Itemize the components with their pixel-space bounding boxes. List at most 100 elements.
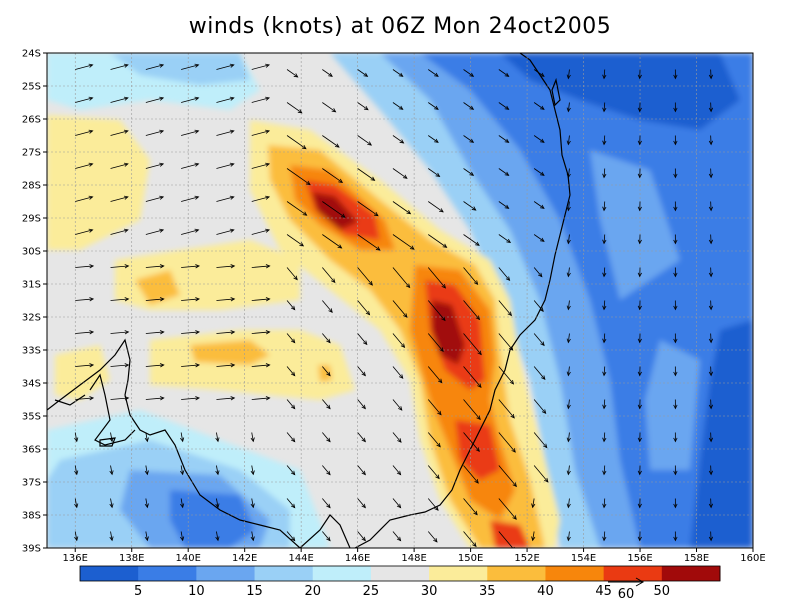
wind-vector-head xyxy=(434,506,439,511)
wind-vector-shaft xyxy=(498,432,516,453)
contour-band xyxy=(110,53,250,85)
wind-vector-head xyxy=(265,330,271,335)
wind-vector-head xyxy=(109,503,114,509)
wind-vector-head xyxy=(367,141,373,146)
wind-vector-shaft xyxy=(286,300,296,310)
wind-vector-head xyxy=(265,63,271,68)
wind-vector-head xyxy=(673,470,678,476)
wind-vector-shaft xyxy=(603,465,606,475)
contour-band xyxy=(312,192,358,230)
wind-vector-head xyxy=(398,406,403,411)
colorbar-swatch xyxy=(196,566,256,581)
wind-vector-shaft xyxy=(145,97,164,103)
wind-vector-shaft xyxy=(498,399,515,419)
wind-vector-shaft xyxy=(322,234,342,249)
wind-vector-shaft xyxy=(322,168,343,183)
wind-vector-shaft xyxy=(110,432,113,442)
wind-vector-shaft xyxy=(603,267,606,277)
wind-vector-head xyxy=(265,228,271,233)
wind-vector-shaft xyxy=(498,366,514,385)
lat-label: 36S xyxy=(22,445,41,456)
wind-vector-shaft xyxy=(567,102,570,112)
wind-vector-head xyxy=(673,404,678,410)
wind-vector-shaft xyxy=(392,102,403,110)
wind-vector-shaft xyxy=(603,531,606,541)
wind-vector-head xyxy=(602,140,607,146)
wind-vector-head xyxy=(123,129,129,134)
wind-vector-shaft xyxy=(322,69,333,77)
wind-vector-shaft xyxy=(567,168,570,178)
wind-vector-shaft xyxy=(251,498,254,508)
colorbar-label: 10 xyxy=(188,584,205,599)
wind-vector-head xyxy=(602,305,607,311)
wind-vector-shaft xyxy=(286,399,296,409)
wind-vector-shaft xyxy=(181,265,200,268)
wind-vector-head xyxy=(538,272,543,278)
wind-vector-shaft xyxy=(75,331,94,334)
wind-vector-head xyxy=(290,536,296,542)
wind-vector-head xyxy=(361,536,366,542)
wind-vector-head xyxy=(637,272,642,278)
wind-vector-head xyxy=(637,173,642,179)
lat-label: 38S xyxy=(22,511,41,522)
lon-label: 144E xyxy=(288,553,313,564)
colorbar-swatch xyxy=(545,566,605,581)
wind-vector-shaft xyxy=(533,333,545,346)
contour-band xyxy=(590,150,680,300)
wind-vector-head xyxy=(708,371,714,377)
wind-vector-head xyxy=(375,246,381,251)
contour-band xyxy=(55,345,110,400)
wind-vector-head xyxy=(566,206,571,212)
wind-vector-head xyxy=(437,378,443,384)
gridlines xyxy=(47,53,753,548)
wind-vector-head xyxy=(637,74,642,80)
contour-band xyxy=(47,115,150,250)
wind-vector-shaft xyxy=(533,69,545,77)
colorbar-swatch xyxy=(80,566,139,581)
lon-label: 158E xyxy=(684,553,709,564)
contour-band xyxy=(190,340,270,365)
wind-vector-head xyxy=(673,140,678,146)
wind-vector-head xyxy=(109,437,114,443)
wind-vector-head xyxy=(403,313,408,318)
colorbar-label: 35 xyxy=(479,584,496,599)
wind-vector-head xyxy=(124,297,130,302)
wind-vector-head xyxy=(338,178,344,183)
wind-vector-head xyxy=(89,297,95,302)
wind-vector-head xyxy=(290,437,296,443)
wind-vector-head xyxy=(602,239,607,245)
colorbar-label: 50 xyxy=(654,584,671,599)
wind-vector-shaft xyxy=(286,234,304,247)
wind-vector-shaft xyxy=(251,229,270,235)
wind-vector-shaft xyxy=(181,364,200,367)
wind-vector-head xyxy=(566,338,571,344)
wind-vector-head xyxy=(437,410,442,416)
wind-vector-head xyxy=(88,162,94,167)
wind-vector-shaft xyxy=(463,399,481,420)
wind-vector-shaft xyxy=(110,265,129,268)
colorbar-frame xyxy=(79,565,721,582)
wind-vector-head xyxy=(477,383,482,389)
wind-vector-shaft xyxy=(145,130,164,136)
colorbar-label: 20 xyxy=(304,584,321,599)
wind-vector-head xyxy=(566,305,571,311)
wind-vector-head xyxy=(194,129,200,134)
wind-vector-head xyxy=(469,171,475,176)
wind-vector-shaft xyxy=(392,432,402,443)
wind-vector-shaft xyxy=(603,333,606,343)
contour-layer xyxy=(47,53,753,548)
wind-vector-shaft xyxy=(286,531,296,541)
wind-vector-shaft xyxy=(110,364,129,367)
wind-vector-shaft xyxy=(533,300,544,312)
wind-vector-shaft xyxy=(286,465,296,475)
wind-vector-shaft xyxy=(110,465,113,475)
wind-vector-shaft xyxy=(498,102,509,110)
lat-label: 30S xyxy=(22,247,41,258)
wind-vector-head xyxy=(673,536,678,542)
wind-vector-shaft xyxy=(216,298,235,301)
colorbar-swatch xyxy=(429,566,488,581)
wind-vector-head xyxy=(230,297,236,302)
wind-vector-head xyxy=(229,129,235,134)
wind-vector-head xyxy=(229,63,235,68)
wind-vector-head xyxy=(397,438,402,443)
